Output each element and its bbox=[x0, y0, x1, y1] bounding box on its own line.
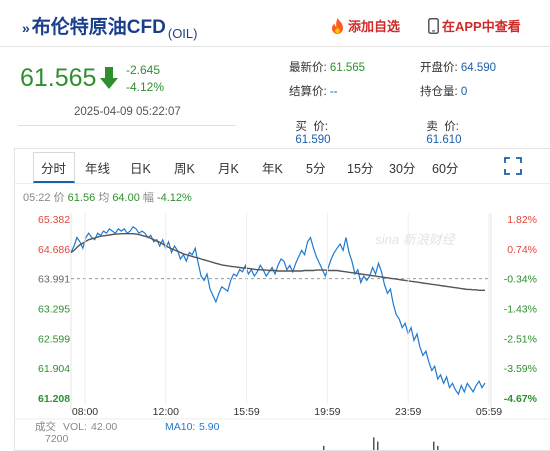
prefix-chevron-icon: » bbox=[22, 20, 30, 36]
y-tick-left-label: 61.208 bbox=[38, 393, 70, 405]
stat-sell: 卖 价: 61.610 bbox=[420, 106, 462, 146]
volume-label: 成交 bbox=[35, 420, 56, 433]
volume-axis-top: 7200 bbox=[45, 433, 69, 445]
stat-sell-label: 卖 价: bbox=[426, 121, 459, 133]
fullscreen-icon[interactable] bbox=[504, 157, 522, 175]
stat-settle-label: 结算价: bbox=[289, 86, 327, 98]
y-tick-right-label: -2.51% bbox=[504, 333, 537, 345]
instrument-symbol: (OIL) bbox=[167, 26, 198, 41]
tab-15min[interactable]: 15分 bbox=[347, 162, 374, 176]
stat-settle: 结算价: -- bbox=[289, 83, 338, 99]
tab-daily-k[interactable]: 日K bbox=[130, 162, 151, 176]
open-in-app-button[interactable]: 在APP中查看 bbox=[428, 16, 521, 35]
volume-ma10-label: MA10: bbox=[165, 421, 195, 433]
chart-panel: 分时 年线 日K 周K 月K 年K 5分 15分 30分 60分 05:22 价… bbox=[14, 148, 550, 451]
tab-yearly-k[interactable]: 年K bbox=[262, 162, 283, 176]
stat-open-label: 开盘价: bbox=[420, 62, 458, 74]
add-watchlist-button[interactable]: 添加自选 bbox=[330, 16, 400, 35]
x-tick-label: 19:59 bbox=[314, 406, 340, 418]
add-watchlist-label: 添加自选 bbox=[348, 19, 401, 34]
stat-buy-value: 61.590 bbox=[295, 134, 331, 146]
volume-bar bbox=[433, 441, 435, 450]
current-price: 61.565 bbox=[20, 64, 97, 92]
price-change-block: -2.645 -4.12% bbox=[126, 62, 164, 96]
info-time: 05:22 bbox=[23, 192, 51, 204]
y-tick-right-label: -1.43% bbox=[504, 304, 537, 316]
volume-bar bbox=[323, 445, 325, 450]
x-tick-label: 08:00 bbox=[72, 406, 98, 418]
y-tick-left-label: 65.382 bbox=[38, 214, 70, 226]
y-tick-left-label: 64.686 bbox=[38, 244, 70, 256]
price-change: -2.645 bbox=[126, 63, 161, 77]
divider bbox=[18, 125, 236, 126]
tab-60min[interactable]: 60分 bbox=[432, 162, 459, 176]
tabs-divider bbox=[15, 183, 550, 184]
phone-icon bbox=[428, 18, 439, 34]
x-tick-label: 12:00 bbox=[153, 406, 179, 418]
stat-open-value: 64.590 bbox=[460, 62, 497, 74]
instrument-title: » 布伦特原油CFD (OIL) bbox=[22, 12, 197, 41]
period-tabs: 分时 年线 日K 周K 月K 年K 5分 15分 30分 60分 bbox=[15, 149, 550, 183]
intraday-chart[interactable]: 65.382 1.82% 64.686 0.74% 63.991 -0.34% 63.295… bbox=[15, 149, 550, 450]
tab-intraday[interactable]: 分时 bbox=[41, 162, 67, 176]
x-tick-label: 05:59 bbox=[476, 406, 502, 418]
stat-buy-label: 买 价: bbox=[295, 121, 328, 133]
instrument-name: 布伦特原油CFD bbox=[31, 17, 166, 38]
info-price: 61.56 bbox=[67, 192, 96, 204]
y-tick-left-label: 63.991 bbox=[38, 274, 70, 286]
stat-position: 持仓量: 0 bbox=[420, 83, 467, 99]
average-series-line bbox=[70, 232, 485, 292]
tab-5min[interactable]: 5分 bbox=[306, 162, 326, 176]
volume-vol-value: 42.00 bbox=[91, 421, 117, 433]
tab-30min[interactable]: 30分 bbox=[389, 162, 416, 176]
page-header: » 布伦特原油CFD (OIL) 添加自选 在APP中查看 bbox=[0, 0, 550, 47]
stat-sell-value: 61.610 bbox=[426, 134, 462, 146]
arrow-down-icon bbox=[100, 67, 118, 89]
info-amp-label: 幅 bbox=[142, 192, 154, 204]
volume-vol-label: VOL: bbox=[63, 421, 87, 433]
volume-ma10-value: 5.90 bbox=[199, 421, 220, 433]
tab-weekly-k[interactable]: 周K bbox=[174, 162, 195, 176]
watermark: sina 新浪财经 bbox=[375, 232, 456, 247]
quote-timestamp: 2025-04-09 05:22:07 bbox=[74, 106, 181, 118]
y-tick-left-label: 61.904 bbox=[38, 363, 70, 375]
stat-settle-value: -- bbox=[329, 86, 338, 98]
info-avg: 64.00 bbox=[112, 192, 140, 204]
flame-icon bbox=[332, 18, 343, 34]
y-tick-right-label: 1.82% bbox=[507, 214, 537, 226]
price-series-line bbox=[70, 225, 486, 396]
x-tick-label: 23:59 bbox=[395, 406, 421, 418]
stat-buy: 买 价: 61.590 bbox=[289, 106, 331, 146]
stat-latest-value: 61.565 bbox=[329, 62, 366, 74]
info-amp: -4.12% bbox=[156, 192, 192, 204]
tab-year-line[interactable]: 年线 bbox=[85, 162, 111, 176]
info-price-label: 价 bbox=[53, 192, 65, 204]
y-tick-right-label: -0.34% bbox=[504, 274, 537, 286]
price-change-pct: -4.12% bbox=[126, 80, 165, 94]
volume-bar bbox=[437, 445, 439, 450]
x-tick-label: 15:59 bbox=[233, 406, 259, 418]
y-tick-right-label: -3.59% bbox=[504, 363, 537, 375]
info-avg-label: 均 bbox=[98, 192, 110, 204]
y-tick-right-label: 0.74% bbox=[507, 244, 537, 256]
stat-open: 开盘价: 64.590 bbox=[420, 59, 496, 75]
volume-bar bbox=[373, 437, 375, 450]
chart-info-bar: 05:22 价 61.56 均 64.00 幅 -4.12% bbox=[23, 189, 192, 205]
stat-latest-label: 最新价: bbox=[289, 62, 327, 74]
stat-position-label: 持仓量: bbox=[420, 86, 458, 98]
volume-bar bbox=[377, 441, 379, 450]
y-tick-left-label: 62.599 bbox=[38, 333, 70, 345]
stat-position-value: 0 bbox=[460, 86, 468, 98]
y-tick-right-label: -4.67% bbox=[504, 393, 538, 405]
stat-latest: 最新价: 61.565 bbox=[289, 59, 365, 75]
y-tick-left-label: 63.295 bbox=[38, 304, 70, 316]
active-tab-indicator bbox=[33, 152, 75, 183]
tab-monthly-k[interactable]: 月K bbox=[218, 162, 239, 176]
open-in-app-label: 在APP中查看 bbox=[442, 19, 521, 34]
